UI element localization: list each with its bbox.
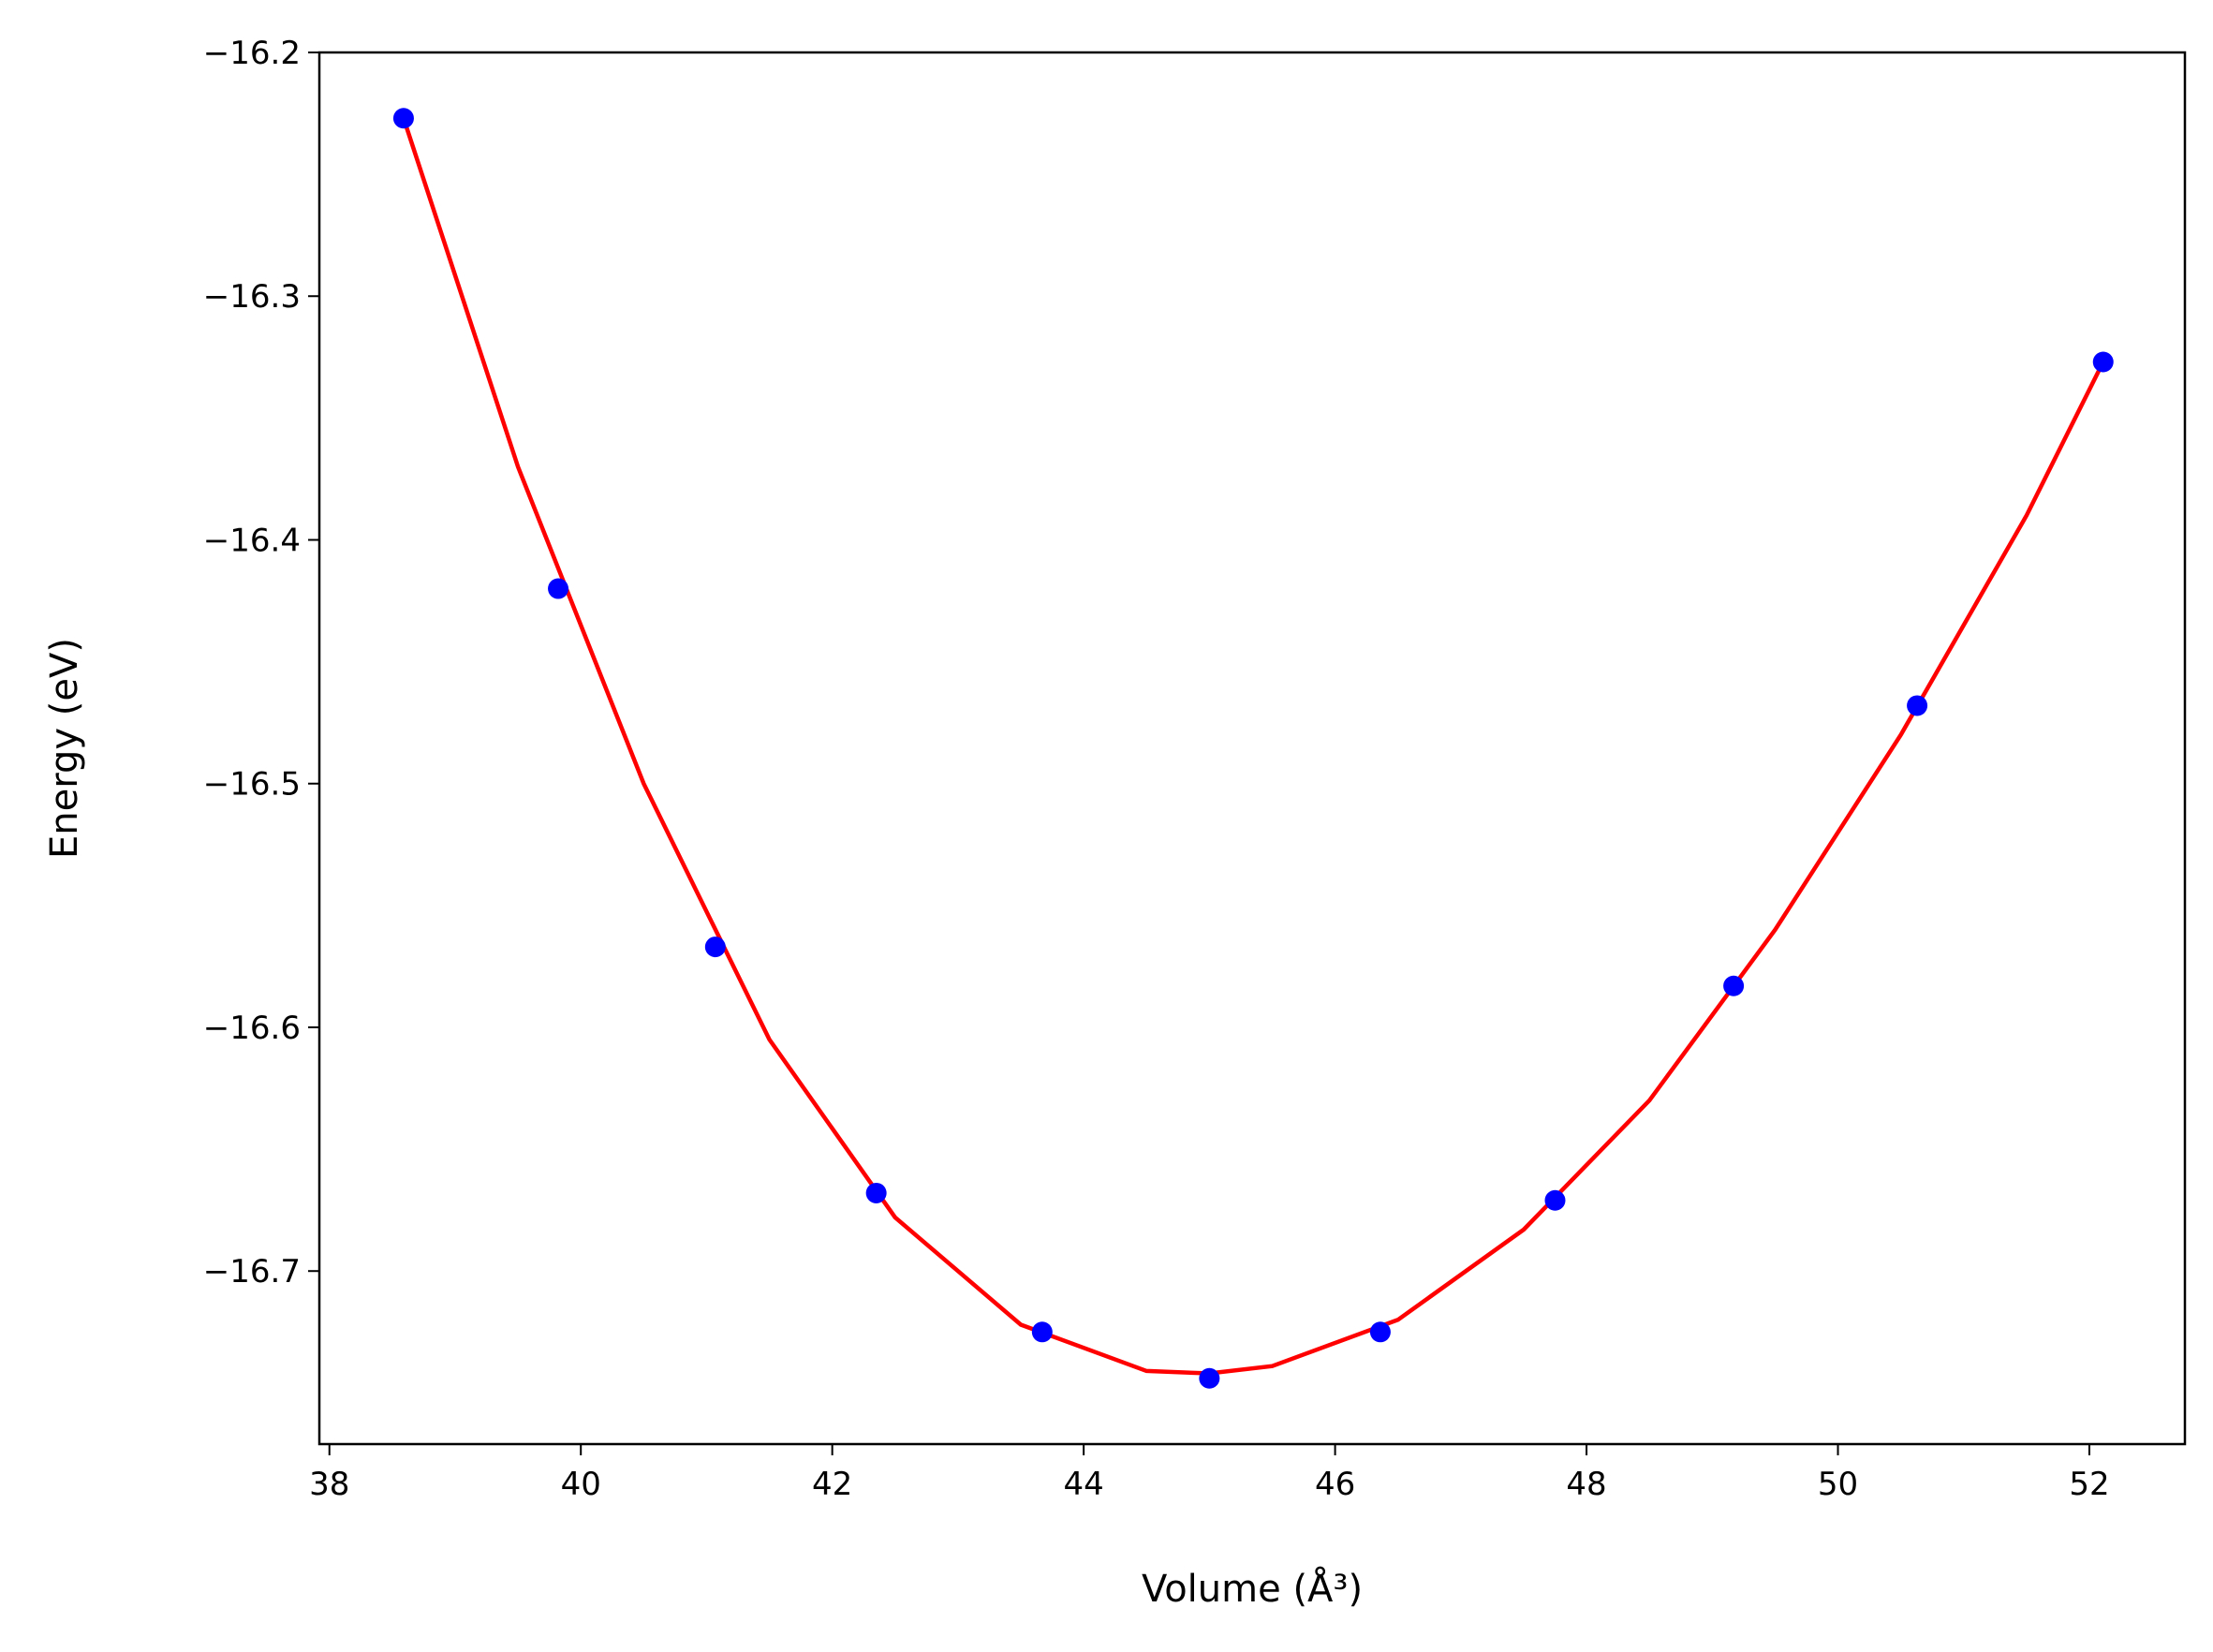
x-tick-label: 42 (812, 1466, 852, 1503)
data-point (1723, 975, 1745, 996)
data-point (865, 1182, 887, 1203)
data-point (1544, 1189, 1566, 1211)
x-tick-label: 38 (309, 1466, 349, 1503)
data-point (1369, 1321, 1391, 1343)
data-point (548, 578, 569, 599)
y-tick-label: −16.6 (203, 1010, 301, 1047)
data-point (1031, 1321, 1053, 1343)
axes-frame (317, 51, 2187, 1446)
data-point (704, 937, 726, 958)
x-axis-label: Volume (Å³) (1142, 1566, 1363, 1611)
x-tick-label: 48 (1566, 1466, 1606, 1503)
y-tick-label: −16.2 (203, 35, 301, 72)
data-point (2092, 351, 2114, 373)
y-tick-label: −16.7 (203, 1253, 301, 1291)
y-tick-label: −16.5 (203, 766, 301, 804)
x-tick-label: 52 (2069, 1466, 2109, 1503)
fit-line (401, 117, 2105, 1376)
x-tick-label: 46 (1315, 1466, 1355, 1503)
data-point (1907, 695, 1928, 716)
y-axis-label: Energy (eV) (43, 638, 86, 859)
x-tick-label: 40 (561, 1466, 601, 1503)
x-tick-label: 44 (1063, 1466, 1103, 1503)
y-tick-label: −16.3 (203, 278, 301, 316)
y-tick-label: −16.4 (203, 522, 301, 559)
data-point (392, 108, 414, 129)
x-tick-label: 50 (1818, 1466, 1858, 1503)
data-point (1199, 1367, 1220, 1389)
